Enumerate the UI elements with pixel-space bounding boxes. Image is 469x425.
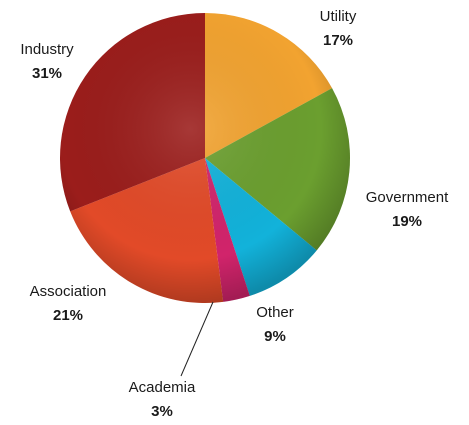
slice-label: Academia (129, 379, 196, 396)
pie (59, 13, 351, 303)
slice-value: 21% (53, 307, 83, 324)
slice-value: 9% (264, 328, 286, 345)
slice-value: 3% (151, 403, 173, 420)
slice-label: Utility (320, 8, 357, 25)
slice-label: Government (366, 189, 449, 206)
slice-label: Association (30, 283, 107, 300)
slice-value: 31% (32, 65, 62, 82)
leader-line (180, 301, 214, 377)
slice-value: 17% (323, 32, 353, 49)
slice-label: Other (256, 304, 294, 321)
slice-label: Industry (20, 41, 74, 58)
slice-value: 19% (392, 213, 422, 230)
